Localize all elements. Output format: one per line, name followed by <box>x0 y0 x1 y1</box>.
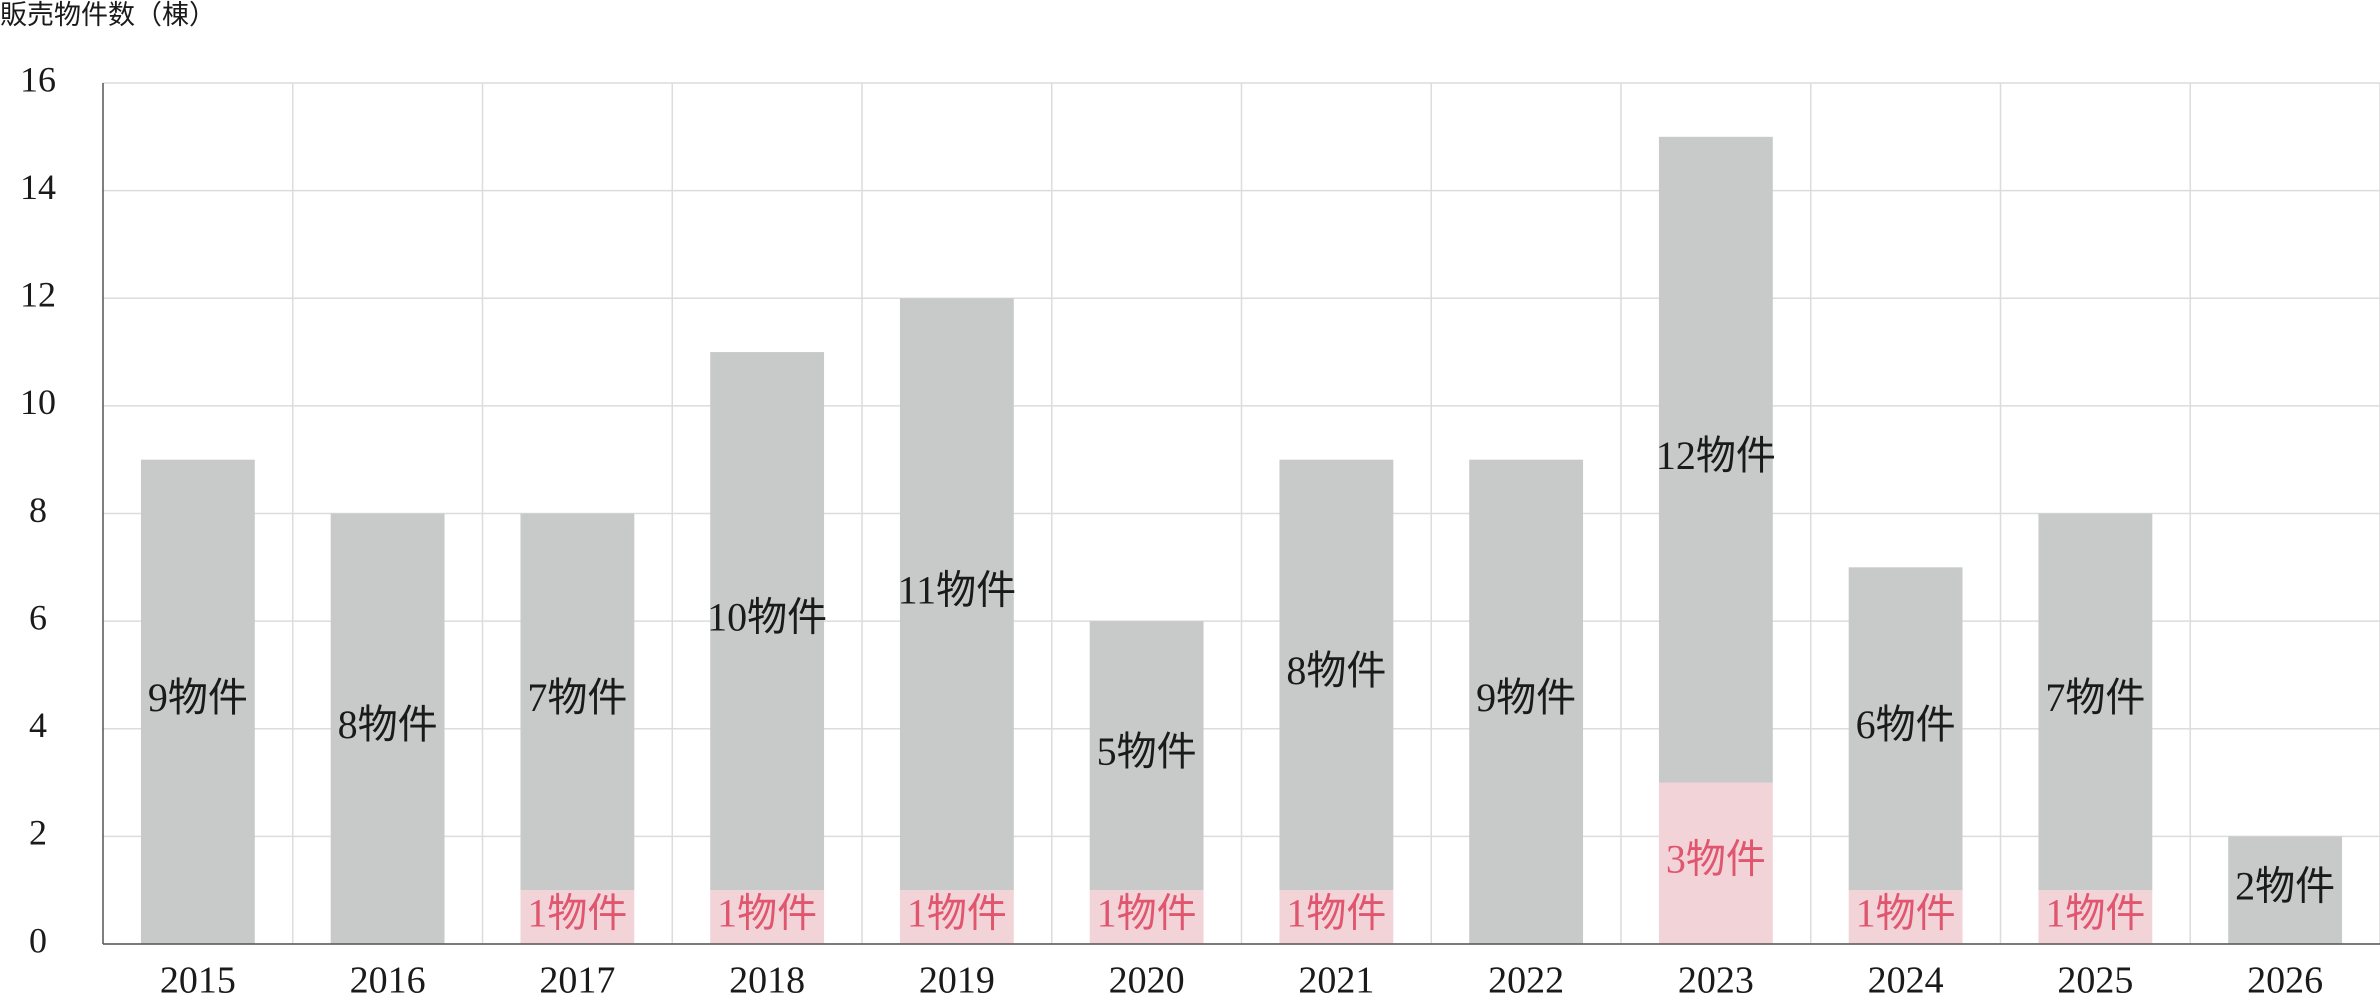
bar-segment <box>1848 890 1963 944</box>
value-label: 10物件 <box>707 594 827 639</box>
value-label: 1物件 <box>1097 890 1197 935</box>
x-tick-label: 2025 <box>2057 960 2133 999</box>
bar-segment <box>1279 459 1394 891</box>
x-tick-label: 2023 <box>1678 960 1754 999</box>
y-tick-label: 8 <box>29 490 47 530</box>
value-label: 1物件 <box>527 890 627 935</box>
x-tick-label: 2022 <box>1488 960 1564 999</box>
y-tick-label: 14 <box>20 167 56 207</box>
bar-segment <box>2038 890 2153 944</box>
bar-segment <box>1089 890 1204 944</box>
x-tick-label: 2024 <box>1868 960 1944 999</box>
y-tick-label: 6 <box>29 597 47 637</box>
value-label: 7物件 <box>2045 675 2145 720</box>
value-label: 5物件 <box>1097 729 1197 774</box>
bar-segment <box>140 459 255 944</box>
value-label: 6物件 <box>1856 702 1956 747</box>
value-label: 1物件 <box>2045 890 2145 935</box>
bar-segment <box>899 298 1014 891</box>
y-tick-label: 16 <box>20 59 56 99</box>
bar-segment <box>710 352 825 891</box>
x-tick-label: 2018 <box>729 960 805 999</box>
bar-segment <box>2038 513 2153 891</box>
bar-segment <box>710 890 825 944</box>
x-tick-label: 2020 <box>1109 960 1185 999</box>
bar-segment <box>899 890 1014 944</box>
x-tick-label: 2016 <box>350 960 426 999</box>
bar-segment <box>520 890 635 944</box>
value-label: 1物件 <box>1856 890 1956 935</box>
bar-segment <box>1848 567 1963 891</box>
x-tick-label: 2015 <box>160 960 236 999</box>
bar-segment <box>1469 459 1584 944</box>
value-label: 12物件 <box>1656 433 1776 478</box>
bar-segment <box>1089 621 1204 891</box>
y-tick-label: 10 <box>20 382 56 422</box>
bar-segment <box>1658 136 1773 783</box>
y-axis-label: 販売物件数（棟） <box>0 0 216 30</box>
value-label: 1物件 <box>1286 890 1386 935</box>
y-tick-label: 2 <box>29 813 47 853</box>
value-label: 9物件 <box>1476 675 1576 720</box>
x-tick-label: 2019 <box>919 960 995 999</box>
x-tick-label: 2017 <box>539 960 615 999</box>
x-tick-label: 2021 <box>1298 960 1374 999</box>
bar-segment <box>330 513 445 944</box>
value-label: 1物件 <box>907 890 1007 935</box>
x-tick-label: 2026 <box>2247 960 2323 999</box>
bar-segment <box>1658 782 1773 944</box>
value-label: 3物件 <box>1666 836 1766 881</box>
value-label: 8物件 <box>1286 648 1386 693</box>
y-tick-label: 4 <box>29 705 47 745</box>
y-tick-label: 0 <box>29 920 47 960</box>
value-label: 11物件 <box>898 567 1017 612</box>
y-tick-label: 12 <box>20 275 56 315</box>
value-label: 9物件 <box>148 675 248 720</box>
bar-segment <box>1279 890 1394 944</box>
bar-segment <box>520 513 635 891</box>
value-label: 2物件 <box>2235 863 2335 908</box>
value-label: 7物件 <box>527 675 627 720</box>
value-label: 1物件 <box>717 890 817 935</box>
value-label: 8物件 <box>338 702 438 747</box>
bar-segment <box>2228 836 2343 944</box>
